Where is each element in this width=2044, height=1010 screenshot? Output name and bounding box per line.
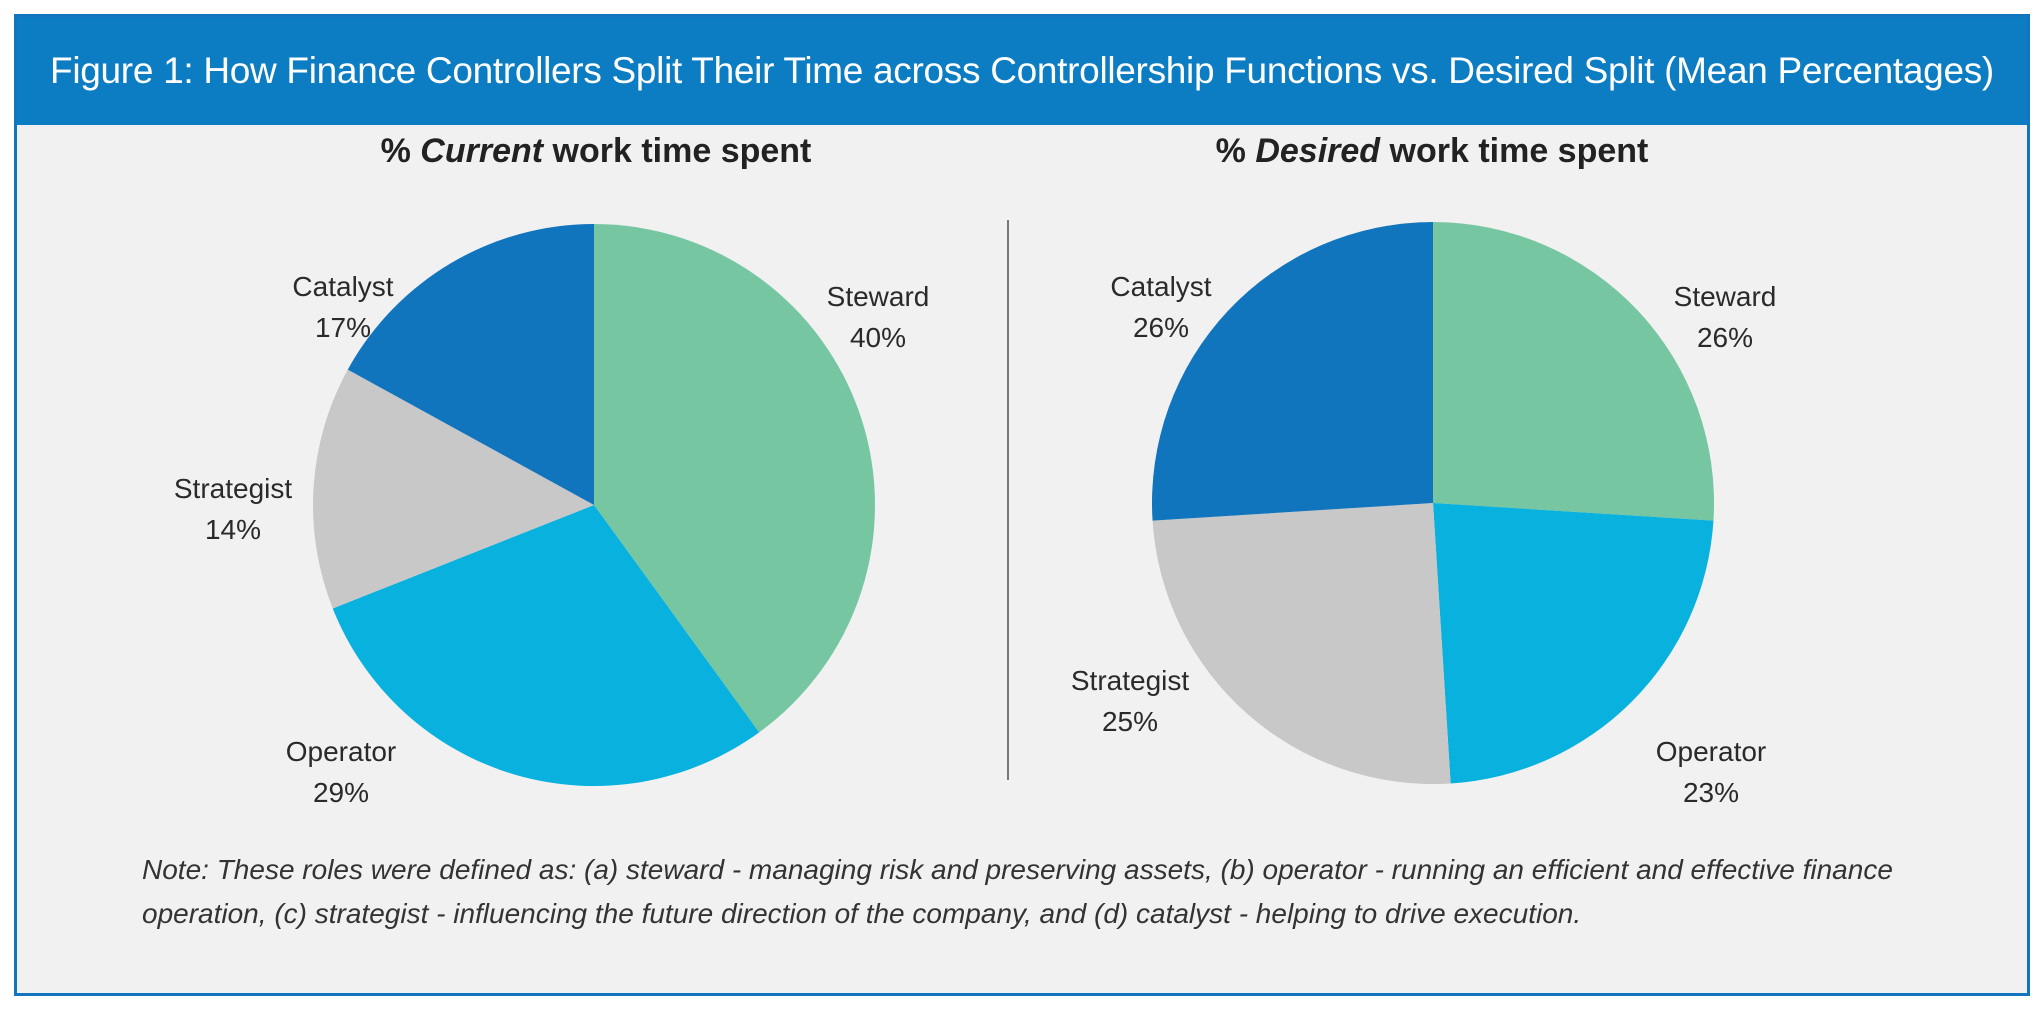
desired-label-operator: Operator — [1656, 736, 1767, 767]
desired-value-label-operator: 23% — [1683, 777, 1739, 808]
desired-pie-slice-strategist — [1152, 503, 1451, 785]
desired-chart-title-suffix: work time spent — [1380, 132, 1649, 170]
current-pie-slice-operator — [332, 505, 760, 786]
desired-label-strategist: Strategist — [1071, 665, 1189, 696]
figure-note: Note: These roles were defined as: (a) s… — [142, 854, 1893, 929]
desired-value-label-strategist: 25% — [1102, 706, 1158, 737]
figure-title: Figure 1: How Finance Controllers Split … — [50, 50, 1994, 91]
desired-value-label-catalyst: 26% — [1133, 312, 1189, 343]
desired-pie-slice-operator — [1433, 503, 1714, 784]
desired-label-catalyst: Catalyst — [1110, 271, 1211, 302]
current-chart-title-emphasis: Current — [420, 132, 544, 170]
current-pie-slice-steward — [594, 224, 875, 733]
desired-value-label-steward: 26% — [1697, 322, 1753, 353]
desired-pie: Steward 26% Operator 23% Strategist 25% Cataly… — [1071, 222, 1777, 808]
current-label-catalyst: Catalyst — [292, 271, 393, 302]
current-pie-slice-strategist — [313, 369, 594, 609]
current-pie: Steward 40% Operator 29% Strategist 14% Cataly… — [174, 224, 930, 808]
current-chart-title-suffix: work time spent — [543, 132, 812, 170]
current-value-label-strategist: 14% — [205, 514, 261, 545]
current-chart-title: % Current work time spent — [381, 132, 812, 171]
current-pie-slice-catalyst — [347, 224, 594, 505]
current-chart-title-prefix: % — [380, 132, 421, 170]
desired-chart-title: % Desired work time spent — [1216, 132, 1649, 171]
desired-pie-slice-steward — [1433, 222, 1715, 521]
current-value-label-steward: 40% — [850, 322, 906, 353]
figure-header: Figure 1: How Finance Controllers Split … — [17, 17, 2027, 125]
current-label-strategist: Strategist — [174, 473, 292, 504]
desired-pie-slice-catalyst — [1151, 222, 1433, 521]
current-label-operator: Operator — [286, 736, 397, 767]
current-value-label-catalyst: 17% — [315, 312, 371, 343]
desired-label-steward: Steward — [1674, 281, 1777, 312]
chart-divider — [1007, 220, 1009, 780]
current-value-label-operator: 29% — [313, 777, 369, 808]
current-label-steward: Steward — [827, 281, 930, 312]
desired-chart-title-emphasis: Desired — [1255, 132, 1381, 170]
desired-chart-title-prefix: % — [1215, 132, 1256, 170]
